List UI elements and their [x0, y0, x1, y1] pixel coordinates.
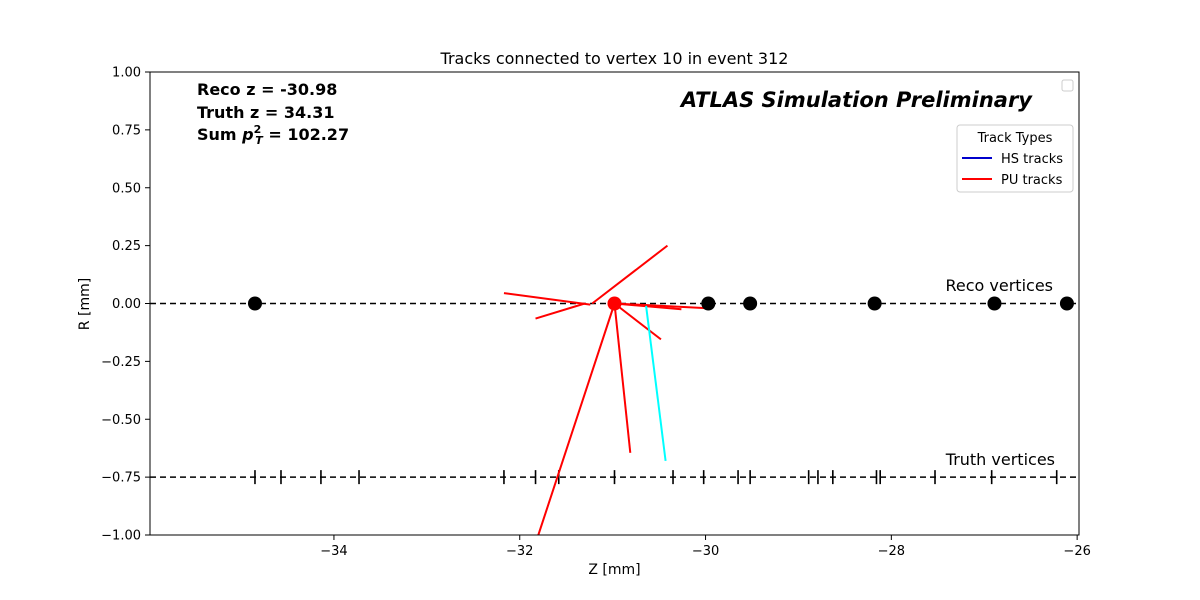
legend-title: Track Types [977, 131, 1053, 146]
x-tick-label: −32 [506, 544, 533, 559]
sum-pt-value: = 102.27 [263, 125, 349, 144]
track-line [537, 303, 616, 536]
reco-vertex-point [1059, 296, 1074, 311]
legend: Track Types HS tracks PU tracks [956, 124, 1074, 193]
y-axis-label: R [mm] [77, 278, 93, 330]
reco-vertex-point [247, 296, 262, 311]
reco-z-annotation: Reco z = -30.98 [197, 80, 337, 99]
x-axis-label: Z [mm] [588, 562, 640, 578]
track-line [613, 302, 662, 341]
track-line [613, 303, 632, 453]
y-tick-label: 0.50 [112, 181, 141, 196]
y-tick-label: −0.25 [101, 355, 141, 370]
track-line [645, 305, 667, 462]
reco-vertex-point [607, 296, 622, 311]
atlas-label: ATLAS Simulation Preliminary [679, 88, 1033, 112]
reco-vertex-markers [247, 296, 1074, 311]
track-line [503, 292, 591, 306]
reco-vertices-label: Reco vertices [946, 276, 1054, 295]
sum-pt-annotation: Sum p2 T = 102.27 [197, 123, 349, 147]
legend-frame [956, 124, 1074, 193]
truth-z-annotation: Truth z = 34.31 [197, 103, 335, 122]
y-tick-label: 0.00 [112, 297, 141, 312]
x-tick-label: −34 [320, 544, 347, 559]
tracks [503, 244, 706, 536]
empty-legend-box [1061, 79, 1074, 92]
reco-vertex-point [701, 296, 716, 311]
pt-symbol: p [241, 125, 253, 144]
legend-pu-label: PU tracks [1001, 173, 1063, 188]
pt-exponent: 2 [254, 123, 262, 136]
legend-hs-label: HS tracks [1001, 152, 1063, 167]
plot-area [150, 244, 1079, 536]
x-tick-label: −30 [692, 544, 719, 559]
y-tick-label: −0.75 [101, 471, 141, 486]
y-tick-label: −0.50 [101, 413, 141, 428]
x-tick-label: −26 [1063, 544, 1090, 559]
reco-vertex-point [867, 296, 882, 311]
y-tick-label: −1.00 [101, 529, 141, 544]
x-axis-ticks: −34 −32 −30 −28 −26 [320, 535, 1091, 559]
y-tick-label: 1.00 [112, 66, 141, 81]
track-line [591, 244, 669, 305]
y-axis-ticks: 1.00 0.75 0.50 0.25 0.00 −0.25 −0.50 −0.75 −1.00 [101, 66, 150, 544]
pt-subscript: T [255, 134, 264, 147]
track-line [614, 302, 706, 310]
reco-vertex-point [987, 296, 1002, 311]
x-tick-label: −28 [878, 544, 905, 559]
reco-vertex-point [743, 296, 758, 311]
y-tick-label: 0.25 [112, 239, 141, 254]
track-line [535, 302, 586, 320]
y-tick-label: 0.75 [112, 123, 141, 138]
sum-pt-prefix: Sum [197, 125, 242, 144]
chart-title: Tracks connected to vertex 10 in event 3… [440, 49, 789, 68]
truth-vertices-label: Truth vertices [945, 450, 1055, 469]
